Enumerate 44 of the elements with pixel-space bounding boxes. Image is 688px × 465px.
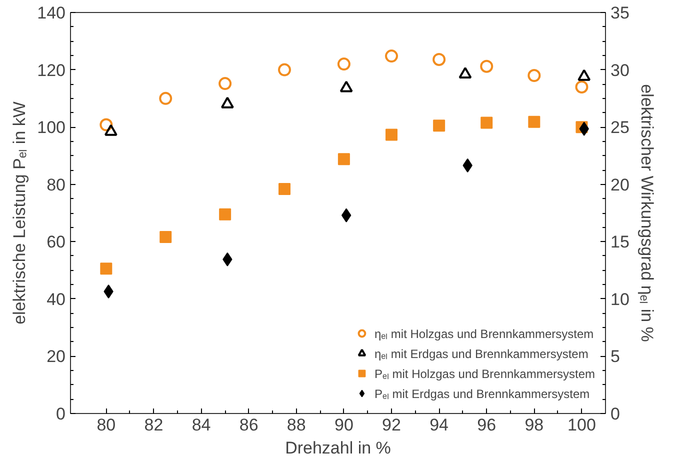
- y2-tick-label: 0: [610, 404, 620, 424]
- point: [338, 153, 350, 166]
- point: [278, 182, 290, 195]
- y-tick-label: 60: [46, 232, 66, 252]
- y-tick-label: 40: [46, 290, 66, 309]
- legend-label: ηₑₗ mit Erdgas und Brennkammersystem: [374, 346, 588, 362]
- x-tick-label: 84: [192, 416, 211, 434]
- y2-tick-label: 20: [610, 175, 630, 194]
- y2-tick-label: 25: [610, 118, 630, 138]
- point: [386, 128, 398, 141]
- point: [480, 116, 493, 129]
- point: [341, 208, 352, 222]
- y2-tick-label: 15: [610, 232, 630, 252]
- y2-axis-title: elektrischer Wirkungsgrad ηₑₗ in %: [637, 84, 656, 342]
- y2-tick-label: 30: [610, 60, 630, 80]
- legend-label: Pₑₗ mit Erdgas und Brennkammersystem: [374, 386, 590, 402]
- x-axis-title: Drehzahl in %: [285, 438, 391, 458]
- x-tick-label: 90: [334, 416, 354, 434]
- x-tick-label: 80: [96, 416, 116, 434]
- x-tick-label: 88: [286, 416, 306, 434]
- y-tick-label: 120: [37, 60, 66, 80]
- point: [100, 262, 112, 275]
- point: [219, 208, 232, 220]
- y2-tick-label: 5: [610, 347, 620, 366]
- point: [160, 231, 172, 244]
- y2-tick-label: 35: [610, 4, 630, 22]
- y-tick-label: 140: [37, 4, 66, 22]
- point: [433, 120, 446, 132]
- y-tick-label: 20: [46, 347, 66, 366]
- y-tick-label: 80: [46, 175, 66, 194]
- legend-label: ηₑₗ mit Holzgas und Brennkammersystem: [374, 326, 594, 342]
- x-tick-label: 98: [524, 416, 544, 434]
- point: [528, 116, 540, 128]
- legend-label: Pₑₗ mit Holzgas und Brennkammersystem: [374, 366, 595, 382]
- y-tick-label: 0: [56, 404, 66, 424]
- x-tick-label: 92: [382, 416, 401, 434]
- x-tick-label: 82: [144, 416, 164, 434]
- y-axis-title: elektrische Leistung Pₑₗ in kW: [10, 102, 30, 324]
- y-tick-label: 100: [37, 118, 66, 138]
- x-tick-label: 86: [239, 416, 258, 434]
- y2-tick-label: 10: [610, 290, 630, 309]
- x-tick-label: 94: [430, 416, 449, 434]
- x-tick-label: 96: [477, 416, 496, 434]
- x-tick-label: 100: [568, 416, 596, 434]
